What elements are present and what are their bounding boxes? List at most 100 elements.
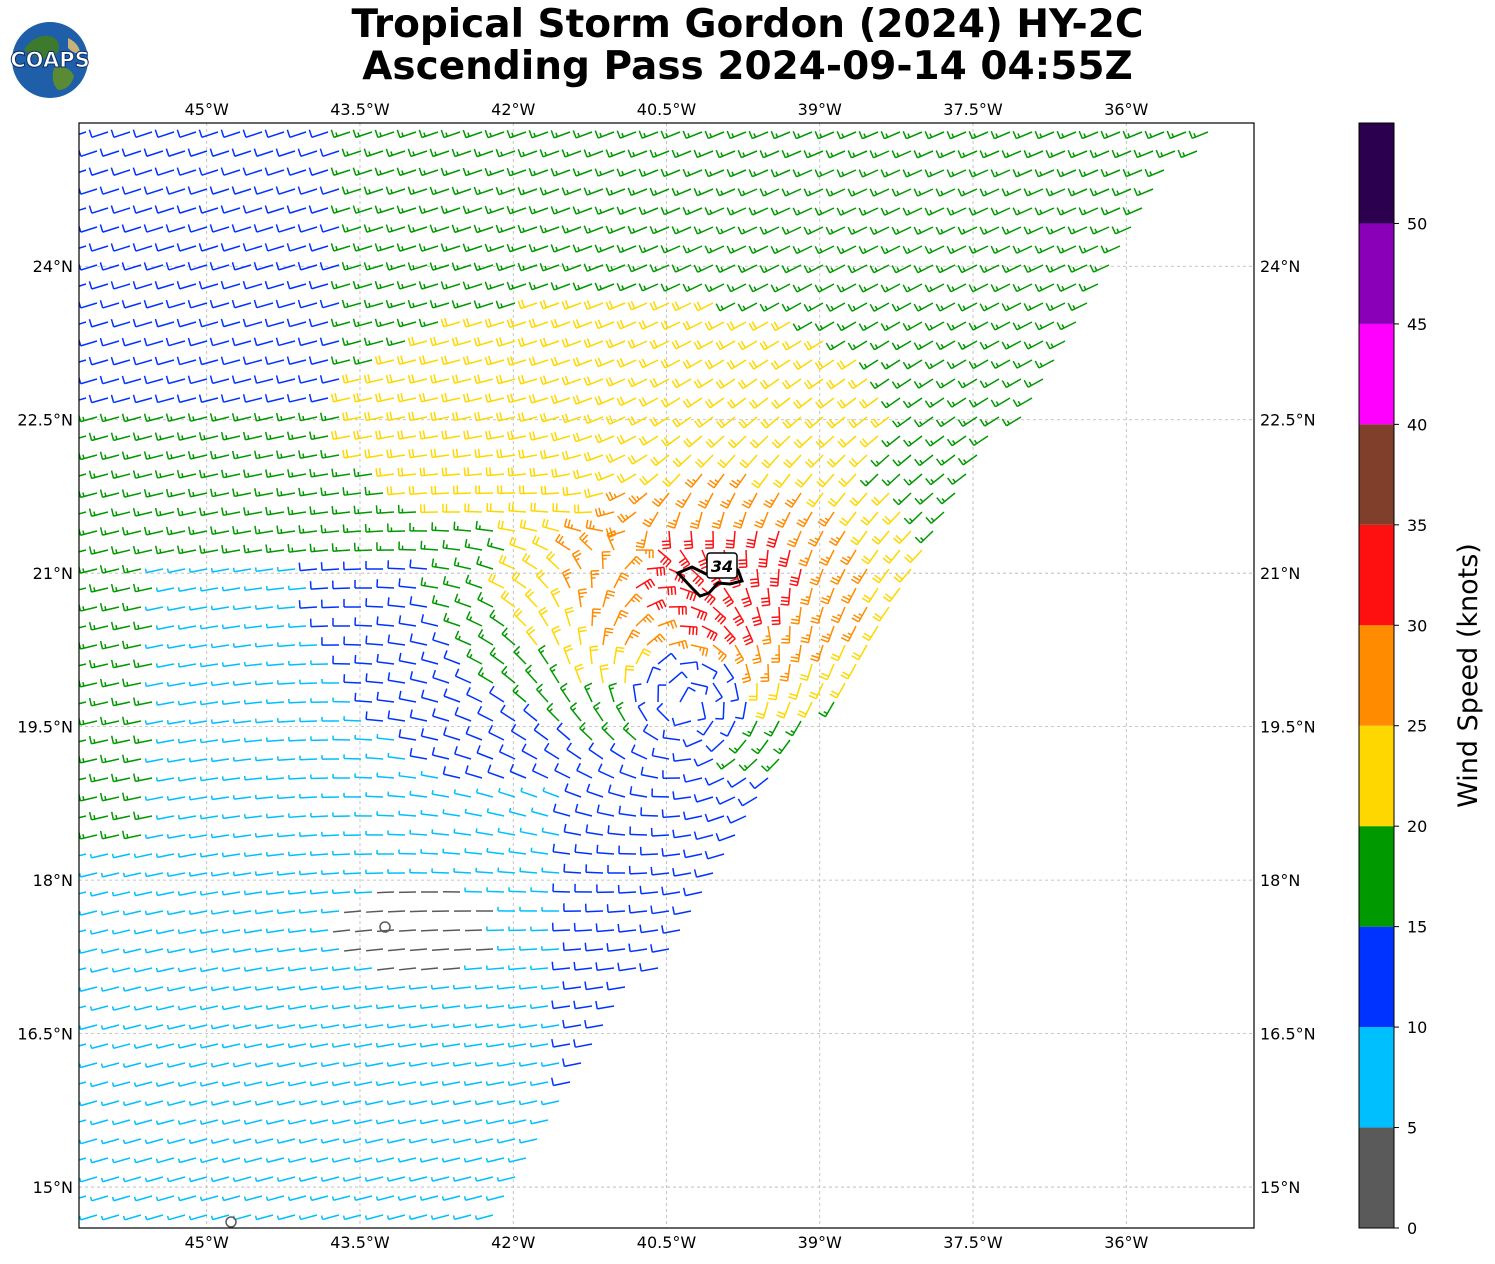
wind-barb	[79, 716, 98, 726]
wind-barb	[1034, 245, 1055, 254]
wind-barb	[199, 1157, 219, 1164]
wind-barb	[618, 805, 637, 817]
wind-barb	[792, 321, 813, 332]
wind-barb	[144, 872, 164, 878]
wind-barb	[657, 684, 667, 703]
wind-barb	[297, 299, 318, 309]
wind-barb	[277, 680, 296, 685]
wind-barb	[398, 810, 417, 817]
wind-barb	[442, 503, 461, 513]
wind-barb	[232, 643, 252, 648]
wind-barb	[507, 1157, 527, 1163]
wind-barb	[385, 374, 406, 384]
wind-barb	[1012, 359, 1033, 369]
wind-barb	[584, 1020, 604, 1029]
wind-barb	[132, 129, 153, 139]
wind-barb	[585, 864, 604, 874]
wind-barb	[675, 492, 692, 509]
wind-barb	[220, 167, 241, 176]
wind-barb	[836, 321, 857, 332]
wind-barb	[243, 624, 263, 629]
wind-barb	[352, 280, 373, 290]
wind-barb	[913, 188, 934, 197]
wind-barb	[1111, 188, 1132, 197]
wind-barb	[143, 375, 164, 385]
wind-barb	[682, 739, 703, 748]
wind-barb	[749, 397, 769, 409]
wind-barb	[441, 467, 461, 477]
wind-barb	[376, 734, 395, 741]
wind-barb	[418, 355, 439, 366]
wind-barb	[672, 867, 692, 877]
wind-barb	[936, 492, 956, 505]
wind-barb	[155, 1043, 175, 1049]
wind-barb	[310, 736, 329, 742]
wind-barb	[221, 1157, 241, 1164]
wind-barb	[79, 186, 98, 195]
wind-barb	[88, 546, 109, 555]
wind-barb	[176, 545, 197, 555]
wind-barb	[632, 683, 642, 703]
wind-barb	[715, 796, 736, 805]
wind-barb	[242, 431, 263, 441]
wind-barb	[354, 888, 373, 894]
wind-barb	[220, 469, 241, 479]
wind-barb	[243, 1005, 263, 1011]
wind-barb	[595, 962, 615, 972]
wind-barb	[572, 319, 593, 329]
wind-barb	[485, 965, 505, 971]
wind-barb	[1100, 207, 1121, 216]
wind-barb	[154, 507, 175, 517]
wind-barb	[573, 504, 593, 514]
wind-barb	[88, 243, 109, 252]
calm-wind-marker	[379, 921, 391, 933]
colorbar-tick-label: 50	[1407, 214, 1427, 233]
wind-barb	[748, 207, 769, 216]
wind-barb	[155, 1195, 175, 1202]
wind-barb	[275, 148, 296, 157]
wind-barb	[507, 1042, 527, 1048]
wind-barb	[512, 684, 527, 703]
wind-barb	[133, 1081, 153, 1088]
wind-barb	[880, 359, 901, 370]
wind-barb	[946, 131, 967, 140]
wind-barb	[496, 1176, 516, 1182]
wind-barb	[342, 1023, 362, 1029]
wind-barb	[924, 169, 945, 178]
wind-barb	[265, 544, 285, 554]
wind-barb	[913, 264, 934, 274]
lon-tick-label-top: 43.5°W	[330, 100, 390, 119]
wind-barb	[737, 378, 758, 390]
wind-barb	[742, 625, 754, 646]
wind-barb	[528, 281, 549, 291]
wind-barb	[693, 340, 714, 350]
wind-barb	[946, 359, 967, 370]
wind-barb	[541, 867, 560, 874]
wind-barb	[220, 394, 241, 403]
wind-barb	[990, 397, 1011, 408]
wind-barb	[572, 206, 593, 215]
wind-barb	[354, 811, 373, 817]
wind-barb	[1023, 150, 1044, 159]
wind-barb	[89, 1043, 109, 1050]
wind-barb	[121, 678, 142, 688]
wind-barb	[495, 148, 516, 158]
wind-barb	[341, 224, 362, 233]
wind-barb	[121, 375, 142, 385]
wind-barb	[638, 435, 659, 446]
colorbar-segment	[1359, 1027, 1394, 1128]
wind-barb	[518, 1138, 538, 1144]
wind-barb	[543, 742, 560, 760]
wind-barb	[132, 659, 153, 669]
wind-barb	[759, 378, 780, 390]
wind-barb	[814, 283, 835, 293]
wind-barb	[79, 321, 87, 325]
wind-barb	[902, 283, 923, 293]
wind-barb	[132, 470, 153, 479]
wind-barb	[830, 606, 846, 624]
wind-barb	[122, 872, 142, 878]
wind-barb	[825, 378, 846, 390]
wind-barb	[872, 568, 890, 584]
wind-barb	[682, 245, 703, 254]
wind-barb	[342, 1138, 362, 1144]
